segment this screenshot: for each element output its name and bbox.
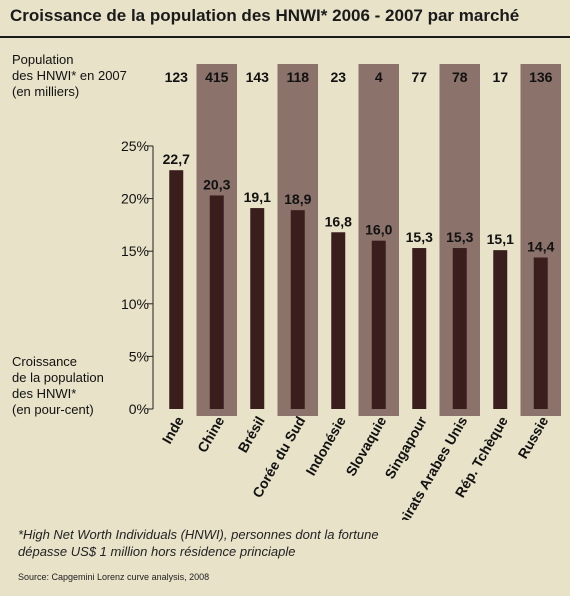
bar: [493, 250, 508, 409]
bar-value-label: 19,1: [244, 189, 271, 205]
bar: [331, 232, 346, 409]
y-tick-label: 15%: [121, 243, 149, 259]
population-value: 23: [330, 69, 346, 85]
bar: [533, 257, 548, 409]
category-label: Brésil: [235, 414, 268, 456]
bar: [250, 208, 265, 409]
bar-value-label: 16,8: [325, 213, 352, 229]
y-tick-label: 20%: [121, 191, 149, 207]
bar: [290, 210, 305, 409]
bar: [452, 248, 467, 409]
bar-value-label: 15,3: [446, 229, 473, 245]
bar-value-label: 15,3: [406, 229, 433, 245]
bar-value-label: 18,9: [284, 191, 311, 207]
footnote-line-2: dépasse US$ 1 million hors résidence pri…: [18, 544, 296, 559]
title-rule: [0, 36, 570, 38]
bar: [169, 170, 184, 409]
category-label: Russie: [515, 413, 552, 461]
population-value: 78: [452, 69, 468, 85]
source-note: Source: Capgemini Lorenz curve analysis,…: [18, 572, 210, 582]
population-value: 118: [286, 69, 309, 85]
bar: [209, 195, 224, 409]
growth-axis-label: Croissance de la population des HNWI* (e…: [12, 354, 104, 417]
population-value: 123: [165, 69, 189, 85]
bar: [412, 248, 427, 409]
bar-value-label: 16,0: [365, 222, 392, 238]
y-tick-label: 0%: [129, 401, 149, 417]
population-value: 17: [492, 69, 508, 85]
population-value: 4: [375, 69, 383, 85]
footnote: *High Net Worth Individuals (HNWI), pers…: [18, 526, 558, 560]
population-axis-label: Population des HNWI* en 2007 (en millier…: [12, 52, 127, 99]
bar-chart: 0% 5% 10% 15% 20% 25% 22,7 123 Inde 20,3 415 Chine 1…: [121, 64, 561, 520]
population-value: 136: [529, 69, 553, 85]
population-value: 77: [411, 69, 427, 85]
category-label: Inde: [159, 413, 187, 446]
category-label: Chine: [194, 413, 227, 455]
bar-value-label: 20,3: [203, 176, 230, 192]
bar: [371, 240, 386, 409]
population-value: 415: [205, 69, 229, 85]
y-tick-label: 5%: [129, 348, 149, 364]
population-value: 143: [246, 69, 270, 85]
category-label: Indonésie: [302, 413, 349, 478]
bar-value-label: 14,4: [527, 239, 554, 255]
y-tick-label: 10%: [121, 296, 149, 312]
bar-value-label: 22,7: [163, 151, 190, 167]
bar-value-label: 15,1: [487, 231, 514, 247]
footnote-line-1: *High Net Worth Individuals (HNWI), pers…: [18, 527, 379, 542]
chart-title: Croissance de la population des HNWI* 20…: [10, 6, 520, 25]
y-tick-label: 25%: [121, 138, 149, 154]
category-label: Slovaquie: [342, 413, 389, 478]
